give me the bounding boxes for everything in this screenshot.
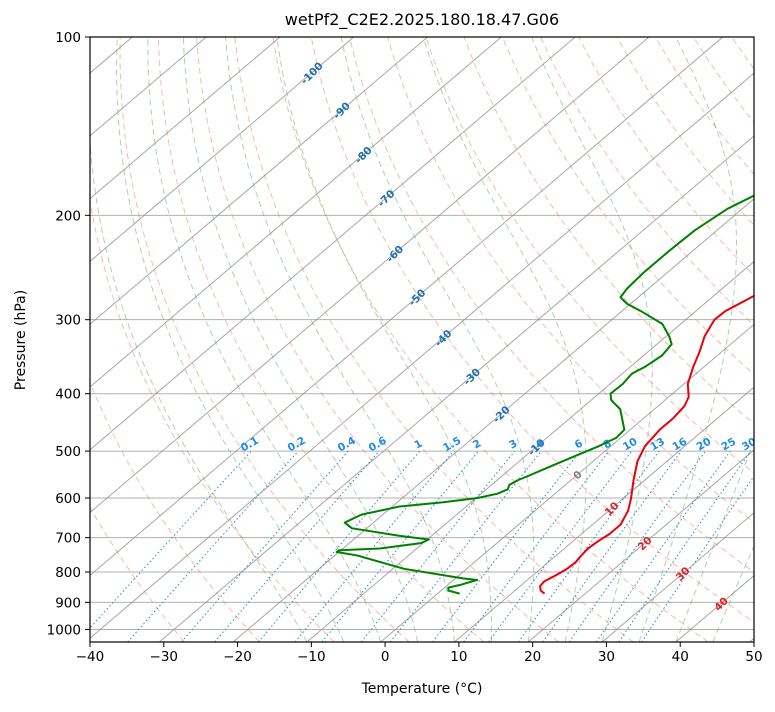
- dewpoint-profile-line: [337, 37, 775, 594]
- x-tick-label: −20: [223, 649, 252, 665]
- mixing-ratio-line: [77, 451, 251, 642]
- y-axis-ticks: 100 200 300 400 500 600 700 800 900 1000: [47, 30, 90, 638]
- isotherm-line: [0, 37, 206, 642]
- mixing-ratio-label: 36: [761, 436, 775, 454]
- mixing-ratio-line: [433, 451, 581, 642]
- y-tick-label: 700: [55, 531, 81, 547]
- y-tick-label: 800: [55, 565, 81, 581]
- y-tick-label: 600: [55, 491, 81, 507]
- isotherm-line: [0, 37, 280, 642]
- isotherm-line: [0, 37, 575, 642]
- y-tick-label: 400: [55, 387, 81, 403]
- temperature-profile-line: [540, 37, 775, 594]
- dry-adiabat: [120, 37, 409, 642]
- y-tick-label: 100: [55, 30, 81, 46]
- x-tick-label: 50: [745, 649, 762, 665]
- moist-adiabat: [88, 37, 307, 642]
- y-tick-label: 900: [55, 595, 81, 611]
- dry-adiabat: [426, 37, 775, 642]
- pressure-gridlines: [90, 37, 754, 629]
- x-axis-label: Temperature (°C): [361, 681, 483, 697]
- dry-adiabat: [502, 37, 775, 642]
- dry-adiabat: [770, 37, 775, 642]
- moist-adiabat: [183, 37, 417, 642]
- isotherm-line: [0, 37, 354, 642]
- mixing-ratio-line: [489, 451, 632, 642]
- mixing-ratio-label: 6: [573, 437, 585, 451]
- x-tick-label: 40: [672, 649, 689, 665]
- isotherm-line: [12, 37, 723, 642]
- isotherm-line: [528, 37, 775, 642]
- dry-adiabat: [579, 37, 775, 642]
- x-axis-ticks: −40 −30 −20 −10 0 10 20 30 40 50: [76, 642, 763, 665]
- dry-adiabat: [39, 37, 259, 642]
- y-axis-label: Pressure (hPa): [13, 290, 29, 390]
- isotherm-line: [0, 37, 59, 642]
- moist-adiabat: [532, 37, 653, 642]
- x-tick-label: 20: [524, 649, 541, 665]
- x-tick-label: −40: [76, 649, 105, 665]
- mixing-ratio-line: [642, 451, 772, 642]
- plot-area: -100-90-80-70-60-50-40-30-20-10010203040…: [0, 37, 775, 642]
- isotherm-line: [86, 37, 775, 642]
- x-tick-label: 10: [450, 649, 467, 665]
- moist-adiabat: [148, 37, 381, 642]
- x-tick-label: −10: [297, 649, 326, 665]
- chart-title: wetPf2_C2E2.2025.180.18.47.G06: [285, 10, 559, 30]
- mixing-ratio-line: [215, 451, 379, 642]
- dry-adiabat: [311, 37, 775, 642]
- moist-adiabat: [117, 37, 344, 642]
- y-tick-label: 300: [55, 313, 81, 329]
- y-tick-label: 1000: [47, 622, 81, 638]
- mixing-ratio-label: 2: [471, 437, 483, 451]
- moist-adiabat: [639, 37, 737, 642]
- mixing-ratio-line: [295, 451, 454, 642]
- isotherm-line: [307, 37, 775, 642]
- mixing-ratio-line: [464, 451, 609, 642]
- dry-adiabat: [693, 37, 775, 642]
- isotherm-line: [0, 37, 428, 642]
- mixing-ratio-line: [128, 451, 299, 642]
- mixing-ratio-label: 1: [412, 437, 424, 451]
- y-tick-label: 200: [55, 208, 81, 224]
- moist-adiabat: [713, 37, 775, 642]
- moist-adiabats: [88, 37, 775, 642]
- y-tick-label: 500: [55, 444, 81, 460]
- dry-adiabat: [464, 37, 775, 642]
- isotherm-line: [602, 37, 775, 642]
- sounding-series: [337, 37, 775, 594]
- mixing-ratio-line: [181, 451, 348, 642]
- dry-adiabat: [732, 37, 775, 642]
- x-tick-label: −30: [150, 649, 179, 665]
- x-tick-label: 0: [381, 649, 390, 665]
- mixing-ratio-line: [543, 451, 682, 642]
- dry-adiabat: [617, 37, 775, 642]
- isotherm-line: [233, 37, 775, 642]
- x-tick-label: 30: [598, 649, 615, 665]
- plot-frame: [90, 37, 754, 642]
- isotherm-line: [0, 37, 649, 642]
- moist-adiabat: [277, 37, 492, 642]
